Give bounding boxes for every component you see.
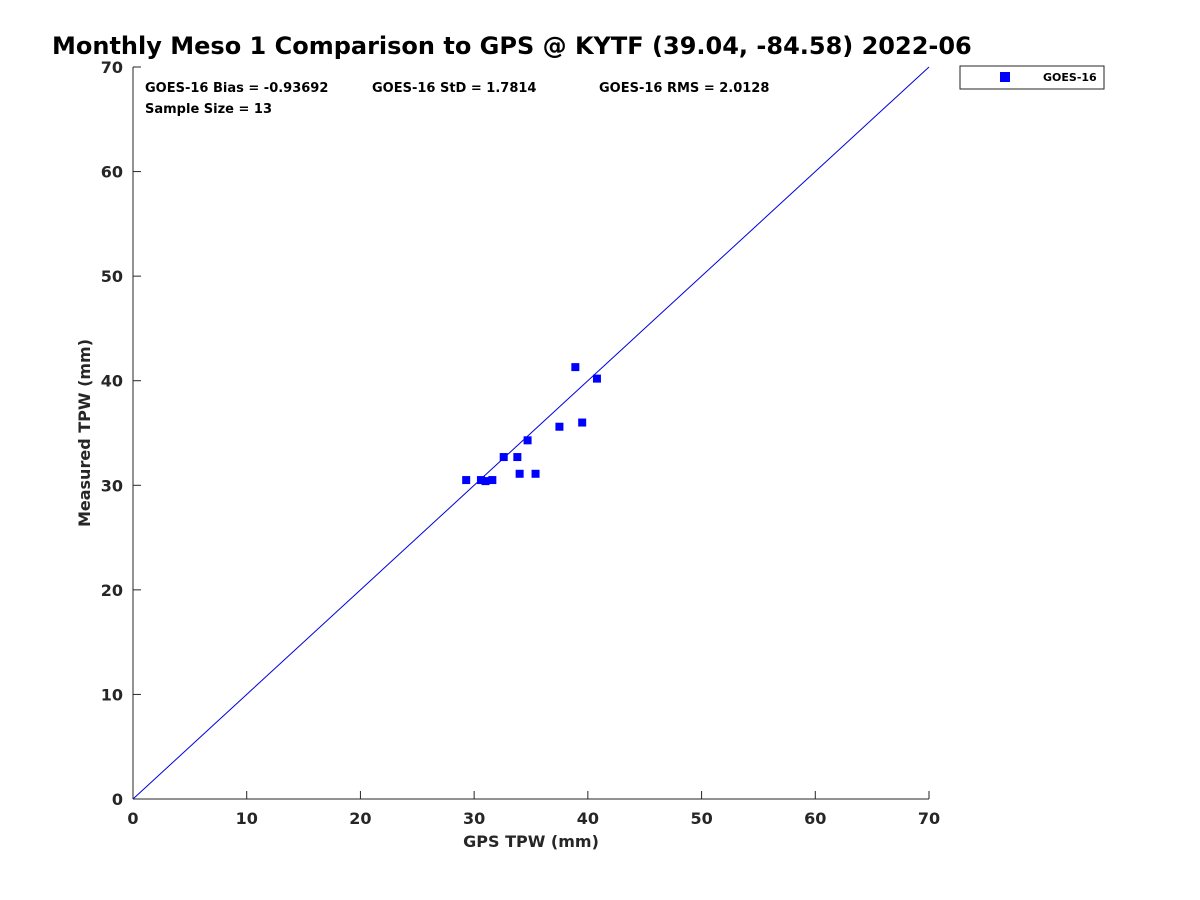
data-point-goes16 [515, 469, 524, 478]
x-tick-label: 40 [577, 809, 599, 828]
x-tick-label: 20 [349, 809, 371, 828]
stat-bias: GOES-16 Bias = -0.93692 [145, 81, 328, 96]
y-tick-label: 40 [101, 372, 123, 391]
data-point-goes16 [513, 453, 522, 462]
y-tick-label: 30 [101, 476, 123, 495]
y-tick-label: 60 [101, 163, 123, 182]
y-axis-ticks: 0 10 20 30 40 50 60 70 [101, 58, 141, 809]
data-point-goes16 [476, 476, 485, 485]
legend-box [959, 65, 1105, 90]
legend: GOES-16 [959, 65, 1105, 90]
x-tick-label: 10 [236, 809, 258, 828]
data-point-goes16 [531, 469, 540, 478]
x-axis-label: GPS TPW (mm) [463, 832, 599, 851]
legend-marker-goes16 [1000, 72, 1010, 82]
stats-annotations: GOES-16 Bias = -0.93692 GOES-16 StD = 1.… [145, 81, 769, 117]
chart-title: Monthly Meso 1 Comparison to GPS @ KYTF … [52, 32, 972, 60]
x-tick-label: 0 [127, 809, 138, 828]
y-tick-label: 20 [101, 581, 123, 600]
plot-area: 0 10 20 30 40 50 60 70 0 10 20 30 40 50 60 70 [101, 58, 940, 828]
stat-rms: GOES-16 RMS = 2.0128 [599, 81, 769, 96]
y-tick-label: 70 [101, 58, 123, 77]
x-tick-label: 70 [918, 809, 940, 828]
x-tick-label: 50 [690, 809, 712, 828]
data-point-goes16 [499, 453, 508, 462]
legend-label-goes16: GOES-16 [1043, 71, 1097, 84]
y-tick-label: 50 [101, 267, 123, 286]
data-points [462, 363, 601, 486]
stat-std: GOES-16 StD = 1.7814 [372, 81, 536, 96]
data-point-goes16 [488, 476, 497, 485]
data-point-goes16 [578, 418, 587, 427]
data-point-goes16 [481, 477, 490, 486]
data-point-goes16 [555, 422, 564, 431]
y-tick-label: 10 [101, 685, 123, 704]
x-axis-ticks: 0 10 20 30 40 50 60 70 [127, 791, 940, 828]
data-point-goes16 [592, 374, 601, 383]
data-point-goes16 [462, 476, 471, 485]
one-to-one-reference-line [132, 66, 930, 800]
stat-sample-size: Sample Size = 13 [145, 102, 272, 117]
x-tick-label: 30 [463, 809, 485, 828]
x-tick-label: 60 [804, 809, 826, 828]
y-tick-label: 0 [112, 790, 123, 809]
data-point-goes16 [523, 436, 532, 445]
y-axis-label: Measured TPW (mm) [75, 339, 94, 527]
data-point-goes16 [571, 363, 580, 372]
